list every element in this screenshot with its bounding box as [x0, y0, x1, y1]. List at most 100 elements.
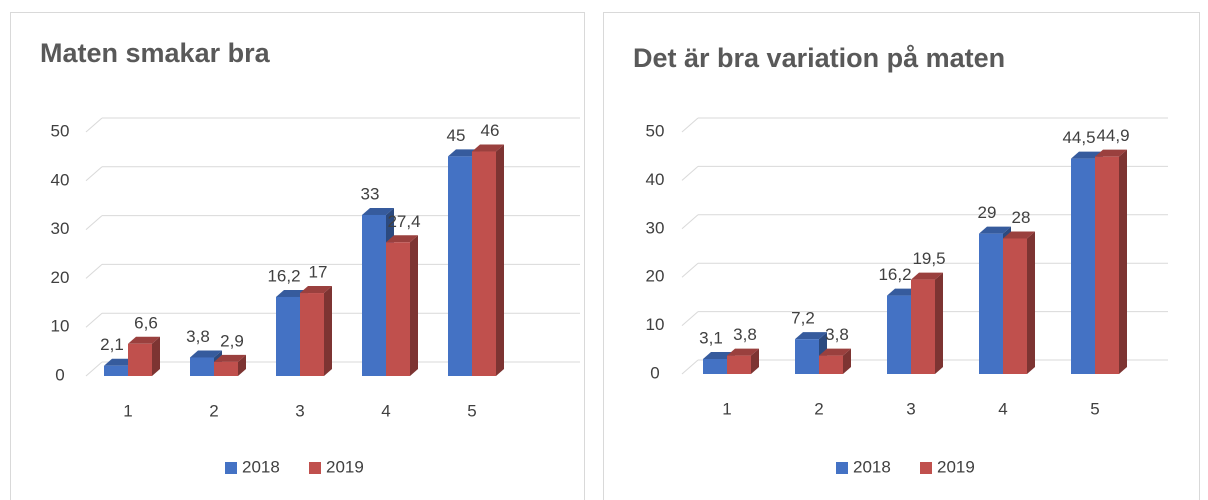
- data-label: 16,2: [878, 265, 911, 284]
- x-tick-label: 3: [906, 399, 915, 418]
- y-tick-label: 20: [646, 267, 665, 286]
- bar-top: [911, 272, 943, 280]
- bar: [214, 361, 238, 376]
- data-label: 3,1: [699, 328, 723, 347]
- bar-side: [410, 235, 418, 376]
- bar: [276, 296, 300, 376]
- data-label: 16,2: [267, 266, 300, 285]
- bar-top: [300, 286, 332, 294]
- legend-swatch: [225, 462, 237, 474]
- y-tick-label: 40: [51, 170, 70, 189]
- bar-top: [128, 336, 160, 344]
- x-tick-label: 5: [467, 401, 476, 420]
- bar: [819, 355, 843, 374]
- data-label: 45: [447, 126, 466, 145]
- bar-top: [727, 348, 759, 356]
- bar: [1003, 238, 1027, 374]
- data-label: 3,8: [825, 325, 849, 344]
- legend-swatch: [836, 462, 848, 474]
- y-tick-label: 0: [650, 363, 659, 382]
- grid-line: [681, 311, 699, 326]
- grid-line: [85, 312, 103, 328]
- bar-side: [843, 348, 851, 374]
- bar-side: [1119, 149, 1127, 374]
- x-tick-label: 1: [722, 399, 731, 418]
- chart-title: Det är bra variation på maten: [633, 43, 1005, 73]
- bar: [472, 151, 496, 376]
- y-tick-label: 50: [51, 121, 70, 140]
- x-tick-label: 1: [123, 401, 132, 420]
- bar: [386, 242, 410, 376]
- bar-top: [214, 354, 246, 362]
- x-tick-label: 2: [814, 399, 823, 418]
- grid-line: [681, 359, 699, 375]
- y-tick-label: 30: [646, 218, 665, 237]
- y-tick-label: 10: [646, 315, 665, 334]
- grid-line: [85, 264, 103, 279]
- y-tick-label: 0: [55, 365, 64, 384]
- grid-line: [85, 215, 103, 230]
- bar: [448, 156, 472, 376]
- data-label: 2,1: [100, 335, 124, 354]
- bar: [979, 233, 1003, 374]
- bar-top: [1003, 231, 1035, 239]
- panel: [603, 12, 1200, 500]
- bar-side: [935, 272, 943, 374]
- bar-side: [496, 144, 504, 376]
- x-tick-label: 3: [295, 401, 304, 420]
- bar-top: [190, 350, 222, 358]
- bar-side: [324, 286, 332, 376]
- x-tick-label: 4: [381, 401, 390, 420]
- bar: [1095, 156, 1119, 374]
- legend-swatch: [309, 462, 321, 474]
- grid-line: [681, 262, 699, 278]
- y-tick-label: 30: [51, 219, 70, 238]
- data-label: 19,5: [912, 249, 945, 268]
- legend-swatch: [920, 462, 932, 474]
- legend-label: 2019: [326, 457, 364, 476]
- bar-top: [795, 332, 827, 340]
- chart-title: Maten smakar bra: [40, 38, 271, 68]
- data-label: 29: [978, 203, 997, 222]
- grid-line: [85, 361, 103, 377]
- bar-side: [238, 354, 246, 376]
- bar: [703, 358, 727, 374]
- bar: [300, 293, 324, 376]
- data-label: 46: [481, 121, 500, 140]
- data-label: 44,5: [1062, 128, 1095, 147]
- bar-top: [979, 226, 1011, 234]
- data-label: 3,8: [186, 327, 210, 346]
- bar: [128, 343, 152, 376]
- y-tick-label: 20: [51, 268, 70, 287]
- legend-label: 2018: [853, 457, 891, 476]
- data-label: 28: [1012, 208, 1031, 227]
- data-label: 27,4: [387, 212, 420, 231]
- bar: [362, 214, 386, 376]
- y-tick-label: 40: [646, 170, 665, 189]
- x-tick-label: 2: [209, 401, 218, 420]
- bar-top: [386, 235, 418, 243]
- bar: [887, 295, 911, 374]
- data-label: 17: [309, 263, 328, 282]
- bar: [727, 355, 751, 374]
- data-label: 44,9: [1096, 126, 1129, 145]
- grid-line: [85, 117, 103, 133]
- y-tick-label: 50: [646, 121, 665, 140]
- bar: [911, 279, 935, 374]
- bar-side: [751, 348, 759, 374]
- y-tick-label: 10: [51, 317, 70, 336]
- bar: [104, 365, 128, 376]
- bar: [1071, 158, 1095, 374]
- grid-line: [681, 214, 699, 230]
- bar-top: [362, 207, 394, 215]
- data-label: 2,9: [220, 331, 244, 350]
- bar-side: [1027, 231, 1035, 374]
- data-label: 6,6: [134, 313, 158, 332]
- bar-top: [1095, 149, 1127, 157]
- bar-top: [819, 348, 851, 356]
- data-label: 33: [361, 184, 380, 203]
- panel: [10, 12, 585, 500]
- bar: [190, 357, 214, 376]
- grid-line: [681, 117, 699, 133]
